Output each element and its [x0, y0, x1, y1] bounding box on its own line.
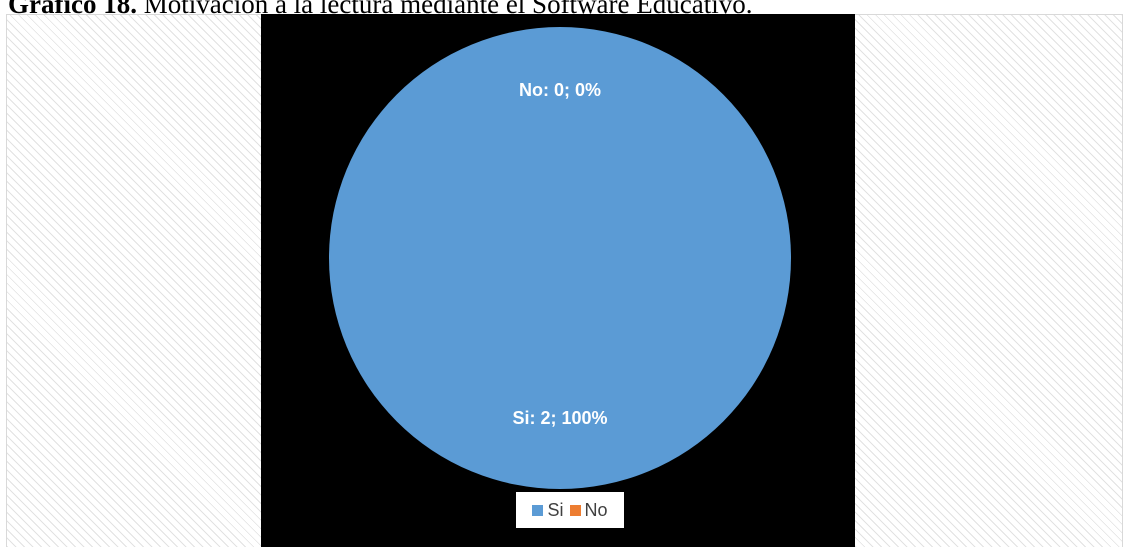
- legend-label-no: No: [584, 499, 608, 520]
- pie-chart: Si: 2; 100% No: 0; 0%: [329, 27, 791, 489]
- legend-swatch-si: [532, 504, 544, 516]
- chart-legend: Si No: [516, 492, 624, 528]
- legend-swatch-no: [569, 504, 581, 516]
- data-label-no: No: 0; 0%: [519, 80, 601, 100]
- chart-area: Si: 2; 100% No: 0; 0% Si No: [261, 14, 855, 547]
- legend-item-no: No: [569, 499, 608, 521]
- pie-slice-si: [329, 27, 791, 489]
- legend-item-si: Si: [532, 499, 564, 521]
- data-label-si: Si: 2; 100%: [512, 408, 607, 428]
- legend-label-si: Si: [547, 499, 564, 520]
